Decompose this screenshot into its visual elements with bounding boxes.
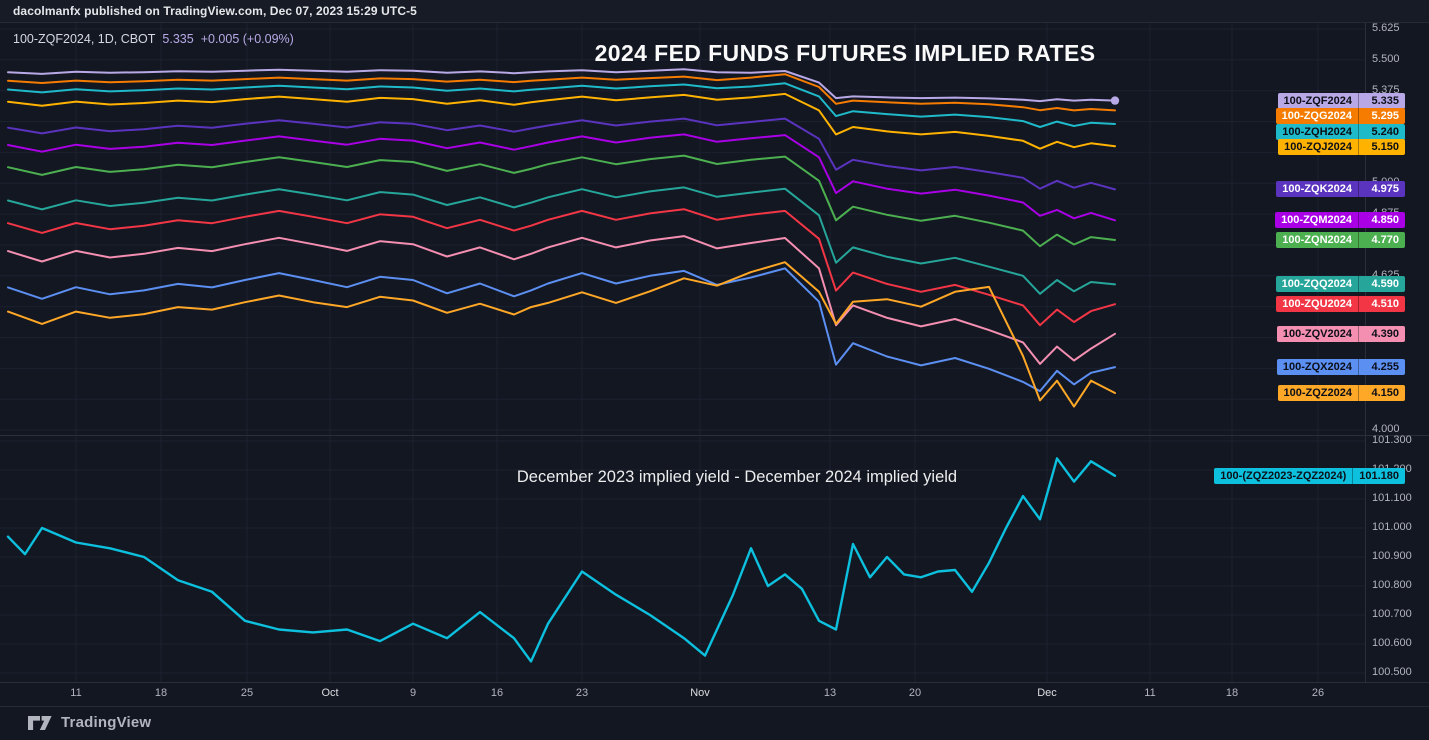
y-axis-tick: 100.700 [1372, 608, 1412, 620]
price-label-zqv: 100-ZQV20244.390 [1277, 326, 1405, 342]
legend-symbol: 100-ZQF2024, 1D, CBOT [13, 32, 155, 46]
price-label-spread: 100-(ZQZ2023-ZQZ2024)101.180 [1214, 468, 1405, 484]
x-axis-tick: 23 [576, 687, 588, 699]
price-label-value: 101.180 [1352, 468, 1405, 484]
price-label-value: 5.295 [1358, 108, 1405, 124]
price-label-name: 100-ZQF2024 [1278, 93, 1358, 109]
price-label-value: 4.975 [1358, 181, 1405, 197]
price-label-zqg: 100-ZQG20245.295 [1276, 108, 1405, 124]
price-label-zqm: 100-ZQM20244.850 [1275, 212, 1405, 228]
price-label-zqu: 100-ZQU20244.510 [1276, 296, 1405, 312]
x-axis-tick: 26 [1312, 687, 1324, 699]
y-axis-tick: 100.500 [1372, 666, 1412, 678]
series-line-spread [8, 458, 1115, 661]
price-label-value: 5.240 [1358, 124, 1405, 140]
price-label-value: 4.770 [1358, 232, 1405, 248]
symbol-legend[interactable]: 100-ZQF2024, 1D, CBOT 5.335 +0.005 (+0.09%… [13, 32, 294, 46]
price-label-value: 4.150 [1358, 385, 1405, 401]
series-line-zqk [8, 119, 1115, 190]
price-label-name: 100-ZQJ2024 [1278, 139, 1358, 155]
series-line-zqn [8, 156, 1115, 247]
price-label-zqz: 100-ZQZ20244.150 [1278, 385, 1405, 401]
series-line-zqg [8, 74, 1115, 110]
price-label-value: 4.510 [1358, 296, 1405, 312]
chart-title: 2024 FED FUNDS FUTURES IMPLIED RATES [595, 40, 1096, 67]
series-line-zqf [8, 69, 1115, 101]
price-label-name: 100-ZQQ2024 [1276, 276, 1358, 292]
price-label-name: 100-ZQU2024 [1276, 296, 1358, 312]
series-line-zqm [8, 134, 1115, 220]
y-axis-tick: 100.800 [1372, 579, 1412, 591]
price-label-name: 100-ZQG2024 [1276, 108, 1358, 124]
price-label-name: 100-ZQV2024 [1277, 326, 1358, 342]
x-axis-tick: 16 [491, 687, 503, 699]
price-label-value: 4.390 [1358, 326, 1405, 342]
last-price-dot [1111, 96, 1119, 104]
legend-change: +0.005 (+0.09%) [201, 32, 294, 46]
x-axis-tick: 25 [241, 687, 253, 699]
price-label-zqf: 100-ZQF20245.335 [1278, 93, 1405, 109]
price-label-name: 100-ZQH2024 [1276, 124, 1358, 140]
price-label-name: 100-ZQM2024 [1275, 212, 1358, 228]
price-label-zqj: 100-ZQJ20245.150 [1278, 139, 1405, 155]
price-label-name: 100-ZQX2024 [1277, 359, 1358, 375]
y-axis-tick: 100.900 [1372, 550, 1412, 562]
x-axis-tick: Dec [1037, 687, 1057, 699]
y-axis-tick: 101.100 [1372, 492, 1412, 504]
attribution-bar: dacolmanfx published on TradingView.com,… [0, 0, 1429, 23]
chart-area[interactable]: 100-ZQF2024, 1D, CBOT 5.335 +0.005 (+0.09%… [0, 22, 1429, 682]
series-line-zqv [8, 236, 1115, 364]
price-label-name: 100-ZQN2024 [1276, 232, 1358, 248]
price-label-value: 4.850 [1358, 212, 1405, 228]
price-label-name: 100-ZQK2024 [1276, 181, 1358, 197]
series-line-zqq [8, 187, 1115, 293]
tradingview-brand[interactable]: TradingView [28, 714, 151, 731]
price-label-name: 100-ZQZ2024 [1278, 385, 1358, 401]
price-label-value: 5.335 [1358, 93, 1405, 109]
x-axis-tick: 11 [1144, 687, 1155, 699]
price-label-zqq: 100-ZQQ20244.590 [1276, 276, 1405, 292]
legend-last-price: 5.335 [162, 32, 193, 46]
x-axis-tick: 9 [410, 687, 416, 699]
x-axis-tick: 20 [909, 687, 921, 699]
price-label-value: 5.150 [1358, 139, 1405, 155]
price-label-value: 4.255 [1358, 359, 1405, 375]
tradingview-logo-icon [28, 716, 52, 730]
price-label-zqn: 100-ZQN20244.770 [1276, 232, 1405, 248]
y-axis-tick: 5.625 [1372, 22, 1400, 34]
price-label-zqk: 100-ZQK20244.975 [1276, 181, 1405, 197]
series-line-zqh [8, 83, 1115, 127]
price-label-zqh: 100-ZQH20245.240 [1276, 124, 1405, 140]
footer-bar: TradingView [0, 706, 1429, 740]
price-label-zqx: 100-ZQX20244.255 [1277, 359, 1405, 375]
price-label-name: 100-(ZQZ2023-ZQZ2024) [1214, 468, 1352, 484]
y-axis-tick: 100.600 [1372, 637, 1412, 649]
x-axis-tick: Nov [690, 687, 710, 699]
x-axis-tick: Oct [321, 687, 338, 699]
x-axis-tick: 18 [155, 687, 167, 699]
y-axis-tick: 101.300 [1372, 434, 1412, 446]
x-axis-tick: 13 [824, 687, 836, 699]
x-axis-tick: 11 [70, 687, 81, 699]
attribution-text: dacolmanfx published on TradingView.com,… [13, 4, 417, 18]
price-label-value: 4.590 [1358, 276, 1405, 292]
tradingview-brand-label: TradingView [61, 714, 151, 731]
price-chart-canvas[interactable] [0, 0, 1429, 739]
x-axis-tick: 18 [1226, 687, 1238, 699]
y-axis-tick: 5.500 [1372, 53, 1400, 65]
spread-panel-title: December 2023 implied yield - December 2… [517, 468, 957, 487]
y-axis-tick: 101.000 [1372, 521, 1412, 533]
